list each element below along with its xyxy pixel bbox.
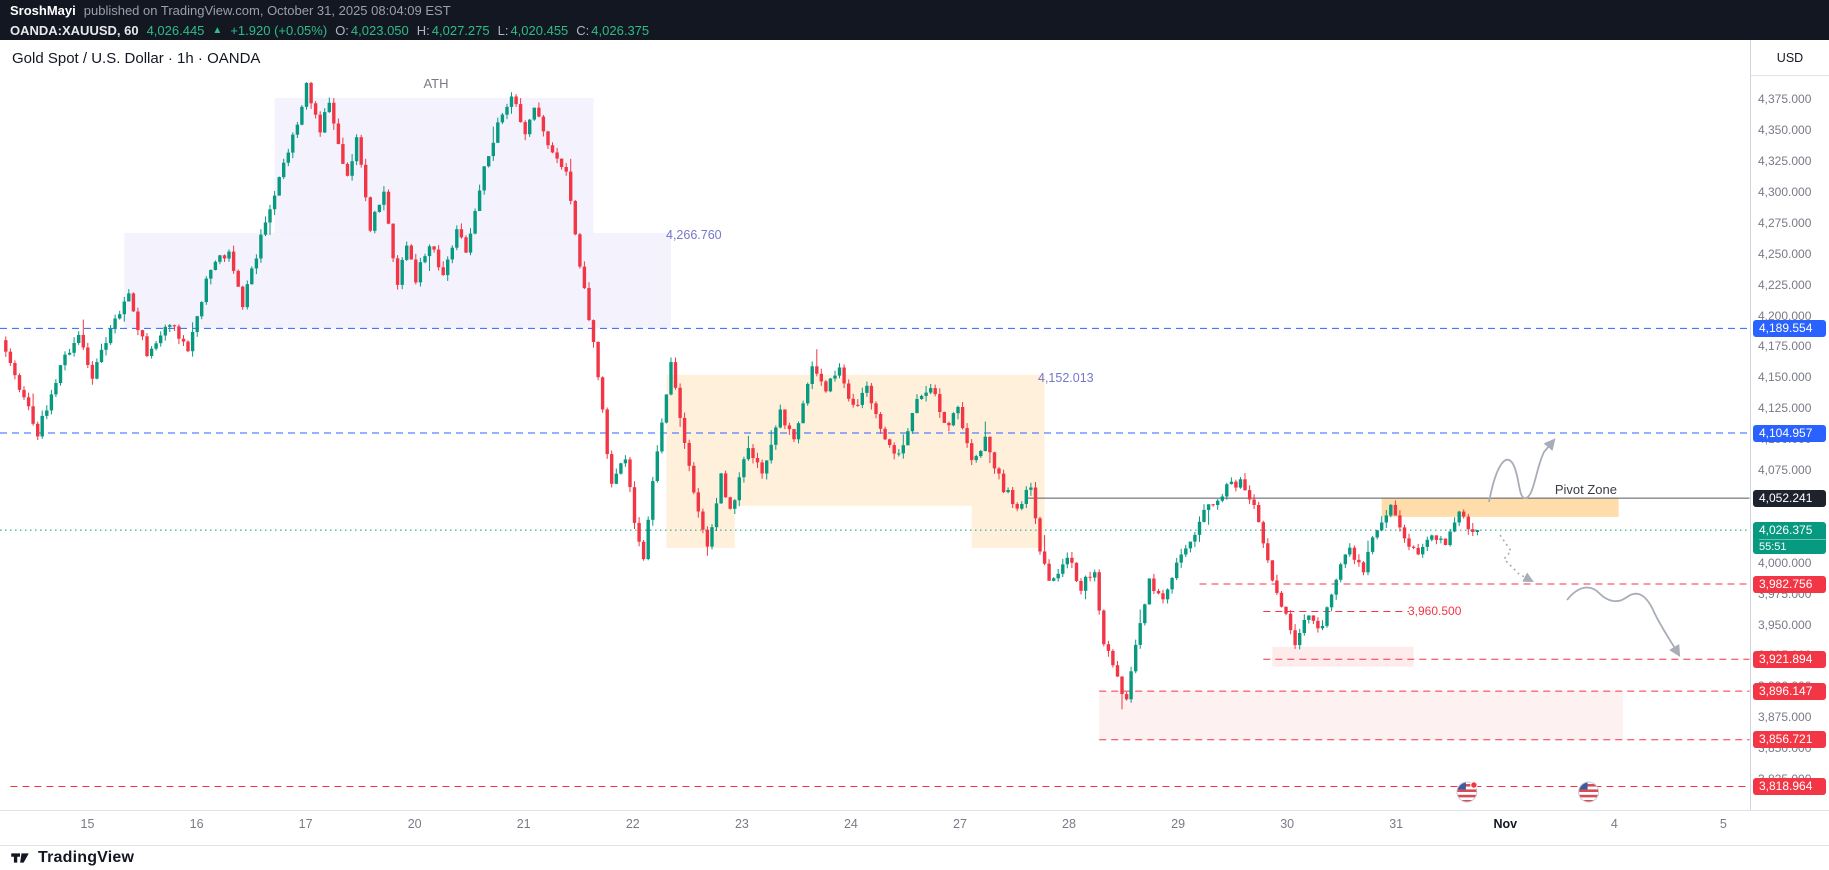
price-tick-label: 4,150.000: [1758, 370, 1812, 385]
price-tick-label: 4,175.000: [1758, 339, 1812, 354]
price-tick-label: 4,125.000: [1758, 401, 1812, 416]
price-tick-label: 4,075.000: [1758, 463, 1812, 477]
economic-event-flag-icon[interactable]: [1578, 781, 1600, 803]
price-badge: 3,896.147: [1753, 682, 1826, 700]
open-value: 4,023.050: [350, 22, 409, 38]
chart-title: Gold Spot / U.S. Dollar · 1h · OANDA: [12, 50, 261, 67]
time-axis-label: 29: [1171, 817, 1186, 831]
price-tick-label: 4,325.000: [1758, 153, 1812, 168]
time-axis-label: 15: [80, 817, 95, 831]
pivot-zone-label[interactable]: Pivot Zone: [1554, 482, 1617, 497]
price-tick-label: 4,225.000: [1758, 277, 1812, 292]
time-axis-label: 23: [734, 817, 749, 831]
close-value: 4,026.375: [591, 22, 650, 38]
author-name: SroshMayi: [10, 2, 76, 18]
low-value: 4,020.455: [510, 22, 569, 38]
time-axis-label: 22: [625, 817, 640, 831]
time-axis-label: 20: [407, 817, 422, 831]
price-badge: 4,052.241: [1753, 489, 1826, 507]
price-tick-label: 3,950.000: [1758, 617, 1812, 632]
time-axis-label: 21: [516, 817, 531, 831]
price-up-icon: ▲: [212, 24, 223, 36]
close-label: C:: [576, 22, 590, 38]
time-axis-label: 30: [1280, 817, 1295, 831]
time-axis[interactable]: 15 16 17 20 21 22 23 24 27 28 29 30 31 Nov 4 5: [0, 810, 1829, 845]
price-tick-label: 4,000.000: [1758, 555, 1812, 570]
open-label: O:: [335, 22, 349, 38]
price-badge: 3,818.964: [1753, 778, 1826, 795]
tradingview-brand[interactable]: TradingView: [38, 849, 135, 866]
economic-event-flag-icon[interactable]: [1456, 781, 1478, 803]
candles-layer: [4, 81, 1480, 710]
price-tick-label: 4,375.000: [1758, 92, 1812, 107]
price-badge: 4,189.554: [1753, 319, 1826, 337]
projection-arrow-bearish[interactable]: [1566, 586, 1681, 658]
time-axis-label: 17: [298, 817, 313, 831]
price-change: +1.920 (+0.05%): [230, 22, 328, 38]
price-badge: 3,921.894: [1753, 650, 1826, 668]
candlestick-chart[interactable]: [0, 40, 1750, 810]
low-label: L:: [497, 22, 509, 38]
bar-countdown: 55:51: [1759, 538, 1826, 554]
price-tick-label: 4,200.000: [1758, 308, 1812, 323]
level-price-label-3960[interactable]: 3,960.500: [1408, 604, 1462, 618]
publish-info: published on TradingView.com, October 31…: [83, 2, 451, 18]
ath-label[interactable]: ATH: [423, 76, 449, 91]
price-badge: 3,856.721: [1753, 731, 1826, 749]
price-tick-label: 4,350.000: [1758, 123, 1812, 137]
symbol-info-bar: OANDA:XAUUSD, 60 4,026.445 ▲ +1.920 (+0.…: [0, 20, 1829, 40]
zone-price-label-4266[interactable]: 4,266.760: [666, 228, 722, 242]
axis-currency-label: USD: [1751, 40, 1829, 76]
price-axis[interactable]: USD 4,375.000 4,350.000 4,325.000 4,300.000…: [1750, 40, 1829, 810]
price-tick-label: 4,250.000: [1758, 246, 1812, 261]
time-axis-label: 27: [953, 817, 967, 831]
price-badge: 4,104.957: [1753, 424, 1826, 442]
high-label: H:: [416, 22, 430, 38]
levels-layer: [0, 327, 1750, 787]
time-axis-label: 16: [189, 817, 204, 831]
event-flags-layer: [1456, 781, 1600, 803]
last-price: 4,026.445: [146, 22, 205, 38]
tradingview-logo-icon[interactable]: [10, 848, 30, 868]
attribution-bar: SroshMayi published on TradingView.com, …: [0, 0, 1829, 20]
high-value: 4,027.275: [431, 22, 490, 38]
price-badge: 4,026.375 55:51: [1753, 521, 1826, 554]
footer-bar: TradingView: [0, 845, 1829, 870]
time-axis-label: 5: [1719, 817, 1727, 831]
price-tick-label: 4,275.000: [1758, 215, 1812, 230]
time-axis-label: 31: [1389, 817, 1404, 831]
projection-arrows-layer: [1488, 438, 1681, 658]
projection-path-dotted[interactable]: [1499, 534, 1534, 582]
symbol-name: OANDA:XAUUSD, 60: [10, 22, 139, 38]
price-badge: 3,982.756: [1753, 575, 1826, 593]
projection-arrow-bullish[interactable]: [1488, 438, 1556, 503]
time-axis-label: 24: [843, 817, 858, 831]
time-axis-label: Nov: [1493, 817, 1518, 831]
time-axis-label: 4: [1610, 817, 1618, 831]
price-tick-label: 3,875.000: [1758, 710, 1812, 725]
price-tick-label: 4,300.000: [1758, 184, 1812, 199]
zone-price-label-4152[interactable]: 4,152.013: [1038, 371, 1094, 385]
zones-layer: [124, 97, 1624, 740]
time-axis-label: 28: [1062, 817, 1076, 831]
